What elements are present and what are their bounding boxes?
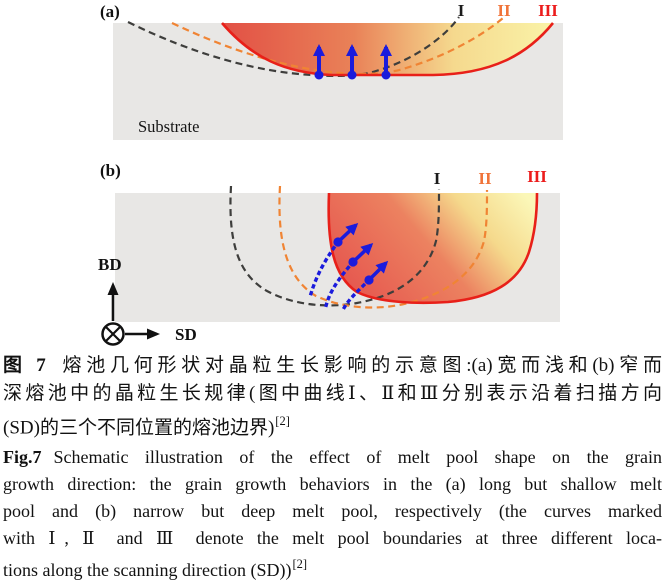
grain-origin-dot	[364, 275, 374, 285]
caption-cn-line1: 熔池几何形状对晶粒生长影响的示意图:(a)宽而浅和(b)窄而	[57, 355, 662, 376]
melt-pool-schematic: (a) I II III Substrate (b) I II III	[98, 1, 563, 346]
caption-cn-line2: 深熔池中的晶粒生长规律(图中曲线Ⅰ、Ⅱ和Ⅲ分别表示沿着扫描方向	[3, 383, 662, 404]
caption-en-line4: with Ⅰ, Ⅱ and Ⅲ denote the melt pool bou…	[3, 528, 662, 549]
caption-english: Fig.7 Schematic illustration of the effec…	[3, 444, 662, 584]
caption-cn-reference: [2]	[275, 414, 290, 428]
caption-chinese: 图 7 熔池几何形状对晶粒生长影响的示意图:(a)宽而浅和(b)窄而 深熔池中的晶…	[3, 352, 662, 442]
caption-cn-line3: (SD)的三个不同位置的熔池边界)	[3, 417, 275, 439]
axis-label-sd: SD	[175, 325, 197, 344]
panel-a-growth-arrows	[313, 44, 392, 80]
panel-a-curve-label-3: III	[538, 1, 558, 20]
coordinate-axes: BD SD	[98, 255, 197, 346]
panel-b-growth-arrows	[333, 222, 389, 285]
caption-en-line5: tions along the scanning direction (SD))	[3, 560, 292, 581]
caption-en-fig-number: Fig.7	[3, 447, 42, 468]
figure-captions: 图 7 熔池几何形状对晶粒生长影响的示意图:(a)宽而浅和(b)窄而 深熔池中的晶…	[0, 352, 665, 584]
panel-a-boundary-curve-1	[127, 16, 460, 78]
panel-b-boundary-curve-3	[327, 192, 539, 305]
caption-en-line3: pool and (b) narrow but deep melt pool, …	[3, 501, 662, 522]
caption-en-line1: Schematic illustration of the effect of …	[53, 447, 663, 468]
panel-b-growth-trajectories	[307, 239, 372, 311]
panel-a-curve-label-1: I	[458, 1, 465, 20]
grain-origin-dot	[333, 237, 343, 247]
panel-b-melt-pool-fill	[328, 193, 537, 303]
grain-origin-dot	[381, 70, 391, 80]
panel-b-curve-label-3: III	[527, 167, 547, 186]
panel-b-label: (b)	[100, 161, 121, 180]
panel-b-boundary-curve-2	[278, 185, 489, 309]
caption-en-line2: growth direction: the grain growth behav…	[3, 474, 662, 495]
axis-label-bd: BD	[98, 255, 122, 274]
substrate-label: Substrate	[138, 117, 199, 136]
panel-a-curve-label-2: II	[497, 1, 511, 20]
grain-origin-dot	[347, 70, 357, 80]
panel-a-label: (a)	[100, 2, 120, 21]
grain-origin-dot	[348, 257, 358, 267]
grain-origin-dot	[314, 70, 324, 80]
caption-cn-fig-number: 图 7	[3, 355, 46, 376]
panel-b-curve-label-1: I	[434, 169, 441, 188]
panel-b-curve-label-2: II	[478, 169, 492, 188]
caption-en-reference: [2]	[292, 557, 308, 572]
